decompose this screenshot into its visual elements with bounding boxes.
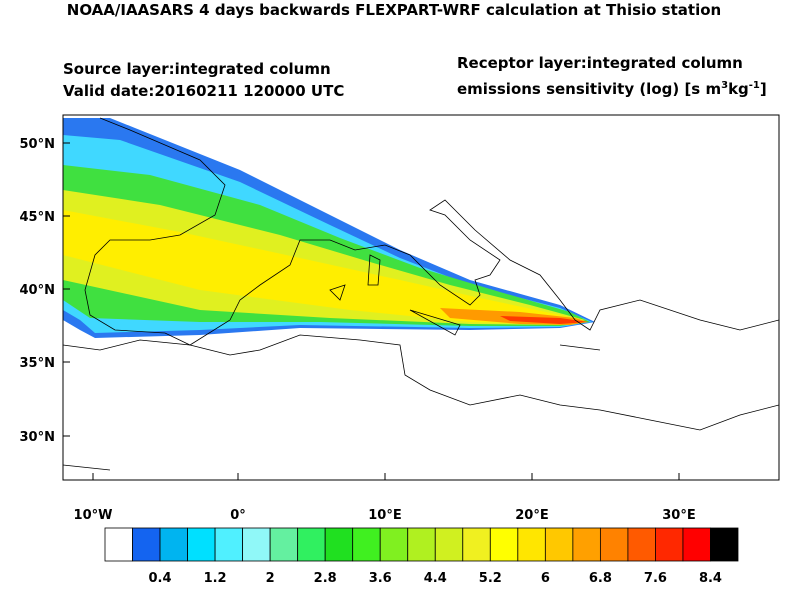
lon-label: 30°E xyxy=(662,508,695,523)
units-text: ] xyxy=(760,80,767,98)
colorbar-label: 3.6 xyxy=(369,571,392,585)
colorbar-box xyxy=(187,527,216,562)
colorbar-box xyxy=(434,527,464,562)
colorbar-box xyxy=(462,527,491,562)
colorbar-label: 6 xyxy=(541,571,550,585)
colorbar-label: 2 xyxy=(266,571,275,585)
colorbar-box xyxy=(572,527,601,562)
lat-label: 50°N xyxy=(20,137,55,152)
lon-label: 20°E xyxy=(515,508,548,523)
units-sup: 3 xyxy=(721,80,728,91)
lon-label: 10°E xyxy=(368,508,401,523)
lon-label: 10°W xyxy=(74,508,113,523)
units-text: emissions sensitivity (log) [s m xyxy=(457,80,721,98)
colorbar-box xyxy=(104,527,133,562)
colorbar-box xyxy=(710,527,739,562)
colorbar-box xyxy=(379,527,409,562)
plume xyxy=(63,190,585,325)
colorbar-box xyxy=(682,527,711,562)
lat-label: 30°N xyxy=(20,430,55,445)
colorbar-box xyxy=(489,527,519,562)
colorbar-box xyxy=(599,527,629,562)
map-frame xyxy=(62,114,780,481)
map xyxy=(62,114,780,481)
colorbar-label: 1.2 xyxy=(204,571,227,585)
title: NOAA/IAASARS 4 days backwards FLEXPART-W… xyxy=(67,1,721,19)
colorbar-box xyxy=(242,527,271,562)
colorbar-label: 5.2 xyxy=(479,571,502,585)
colorbar-box xyxy=(352,527,381,562)
coastline xyxy=(84,117,779,346)
coastline xyxy=(63,334,779,431)
colorbar-box xyxy=(407,527,436,562)
colorbar-box xyxy=(655,527,684,562)
plume xyxy=(63,210,585,324)
colorbar-label: 7.6 xyxy=(644,571,667,585)
colorbar-box xyxy=(517,527,546,562)
units: emissions sensitivity (log) [s m3kg-1] xyxy=(457,80,767,98)
lat-label: 45°N xyxy=(20,210,55,225)
colorbar-box xyxy=(214,527,244,562)
colorbar-box xyxy=(132,527,161,562)
lat-label: 40°N xyxy=(20,283,55,298)
colorbar-box xyxy=(544,527,574,562)
colorbar-box xyxy=(627,527,656,562)
lon-label: 0° xyxy=(230,508,246,523)
colorbar-label: 8.4 xyxy=(699,571,722,585)
coastline xyxy=(63,254,601,471)
lat-label: 35°N xyxy=(20,356,55,371)
colorbar-label: 0.4 xyxy=(149,571,172,585)
valid-date: Valid date:20160211 120000 UTC xyxy=(63,82,344,100)
colorbar-box xyxy=(324,527,354,562)
source-layer: Source layer:integrated column xyxy=(63,60,331,78)
colorbar-label: 6.8 xyxy=(589,571,612,585)
receptor-layer: Receptor layer:integrated column xyxy=(457,54,743,72)
colorbar-label: 4.4 xyxy=(424,571,447,585)
colorbar-box xyxy=(269,527,299,562)
plume xyxy=(500,316,588,324)
units-sup: -1 xyxy=(749,80,760,91)
colorbar-label: 2.8 xyxy=(314,571,337,585)
colorbar-box xyxy=(297,527,326,562)
colorbar-box xyxy=(159,527,188,562)
units-text: kg xyxy=(728,80,749,98)
